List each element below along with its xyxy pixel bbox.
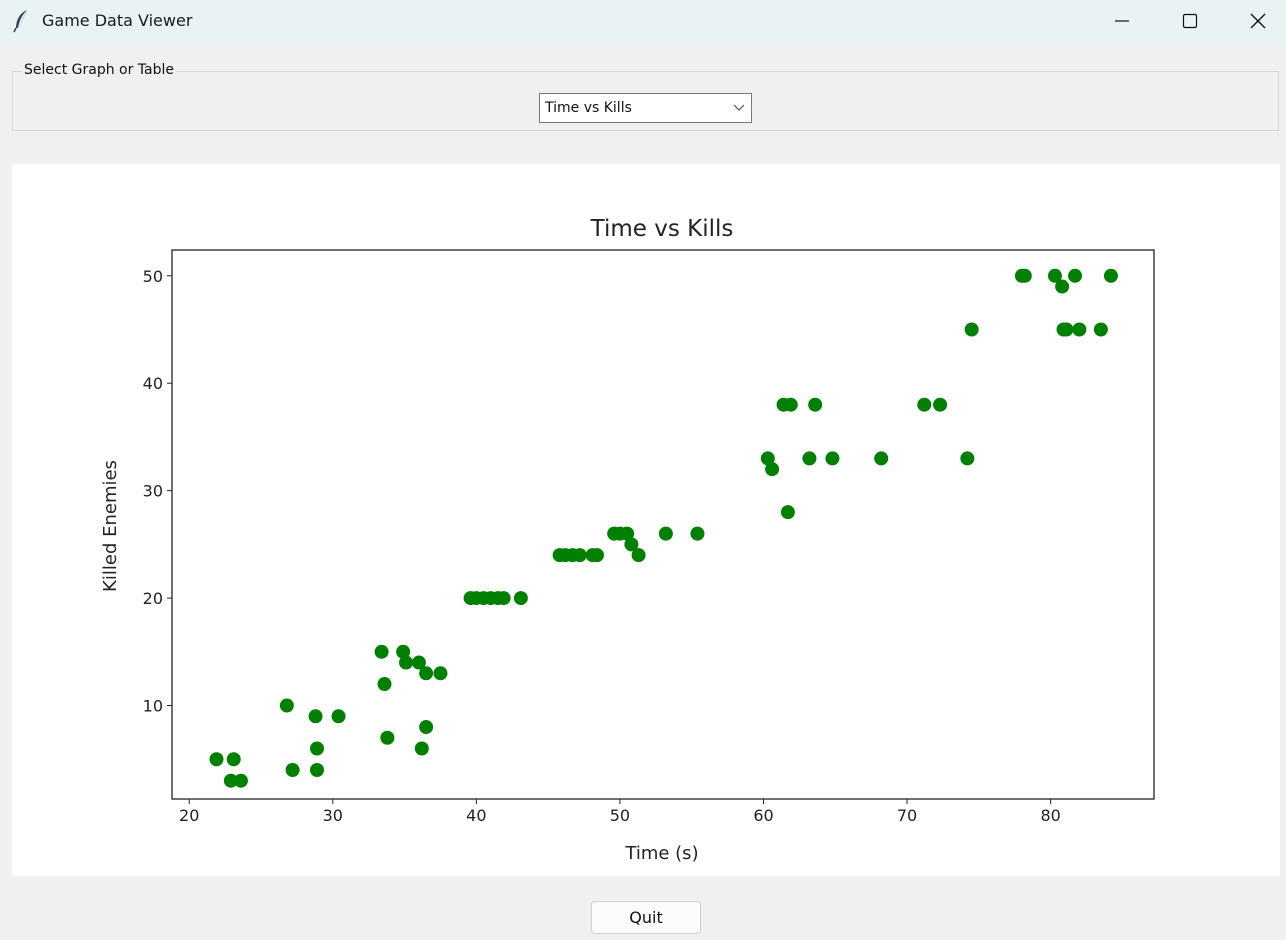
- data-point: [396, 644, 411, 659]
- chart-title: Time vs Kills: [590, 216, 734, 242]
- data-point: [802, 451, 817, 466]
- data-point: [377, 677, 392, 692]
- data-point: [825, 451, 840, 466]
- data-point: [1068, 268, 1083, 283]
- data-point: [1017, 268, 1032, 283]
- x-tick-label: 20: [179, 806, 199, 825]
- data-points: [209, 268, 1118, 788]
- x-tick-label: 30: [323, 806, 343, 825]
- close-button[interactable]: [1229, 0, 1286, 42]
- y-tick-label: 20: [143, 589, 163, 608]
- data-point: [380, 730, 395, 745]
- graph-select-dropdown[interactable]: Time vs Kills: [539, 93, 752, 123]
- minimize-button[interactable]: [1093, 0, 1151, 42]
- graph-select-value: Time vs Kills: [545, 100, 632, 116]
- chevron-down-icon: [733, 104, 745, 111]
- data-point: [658, 526, 673, 541]
- data-point: [1103, 268, 1118, 283]
- data-point: [1055, 279, 1070, 294]
- x-tick-label: 50: [610, 806, 630, 825]
- data-point: [1072, 322, 1087, 337]
- x-tick-label: 60: [753, 806, 773, 825]
- data-point: [399, 655, 414, 670]
- data-point: [223, 773, 238, 788]
- data-point: [874, 451, 889, 466]
- data-point: [808, 397, 823, 412]
- feather-icon: [13, 9, 28, 33]
- data-point: [917, 397, 932, 412]
- data-point: [1047, 268, 1062, 283]
- data-point: [209, 752, 224, 767]
- data-point: [308, 709, 323, 724]
- data-point: [690, 526, 705, 541]
- data-point: [374, 644, 389, 659]
- data-point: [964, 322, 979, 337]
- data-point: [279, 698, 294, 713]
- data-point: [513, 591, 528, 606]
- data-point: [419, 666, 434, 681]
- data-point: [620, 526, 635, 541]
- data-point: [760, 451, 775, 466]
- data-point: [783, 397, 798, 412]
- y-tick-label: 50: [143, 267, 163, 286]
- x-axis-ticks: 20 30 40 50 60 70 80: [179, 799, 1061, 825]
- data-point: [960, 451, 975, 466]
- quit-button[interactable]: Quit: [591, 901, 701, 934]
- y-axis-label: Killed Enemies: [100, 460, 121, 592]
- data-point: [419, 720, 434, 735]
- data-point: [433, 666, 448, 681]
- chart: Time vs Kills 20 30 40 50 60 70 80 1020304050 …: [100, 216, 1155, 864]
- data-point: [414, 741, 429, 756]
- data-point: [1093, 322, 1108, 337]
- data-point: [226, 752, 241, 767]
- data-point: [285, 762, 300, 777]
- data-point: [765, 462, 780, 477]
- selector-legend: Select Graph or Table: [22, 62, 177, 78]
- title-bar: Game Data Viewer: [0, 0, 1286, 44]
- x-tick-label: 70: [897, 806, 917, 825]
- data-point: [933, 397, 948, 412]
- plot-area: [171, 249, 1155, 800]
- data-point: [411, 655, 426, 670]
- minimize-icon: [1115, 20, 1129, 22]
- y-tick-label: 40: [143, 374, 163, 393]
- data-point: [589, 548, 604, 563]
- x-tick-label: 40: [466, 806, 486, 825]
- close-icon: [1250, 13, 1266, 29]
- data-point: [233, 773, 248, 788]
- data-point: [631, 548, 646, 563]
- maximize-button[interactable]: [1161, 0, 1219, 42]
- x-axis-label: Time (s): [624, 843, 698, 864]
- y-tick-label: 30: [143, 482, 163, 501]
- x-tick-label: 80: [1040, 806, 1060, 825]
- y-tick-label: 10: [143, 697, 163, 716]
- y-axis-ticks: 10 20 30 40 50: [143, 267, 172, 716]
- data-point: [310, 762, 325, 777]
- data-point: [310, 741, 325, 756]
- chart-panel: Time vs Kills 20 30 40 50 60 70 80 10 20 30 40 50 …: [12, 164, 1280, 876]
- data-point: [624, 537, 639, 552]
- data-point: [780, 505, 795, 520]
- data-point: [572, 548, 587, 563]
- window-title: Game Data Viewer: [42, 11, 193, 30]
- data-point: [1059, 322, 1074, 337]
- data-point: [331, 709, 346, 724]
- maximize-icon: [1182, 13, 1198, 29]
- selector-group: [12, 71, 1279, 131]
- data-point: [496, 591, 511, 606]
